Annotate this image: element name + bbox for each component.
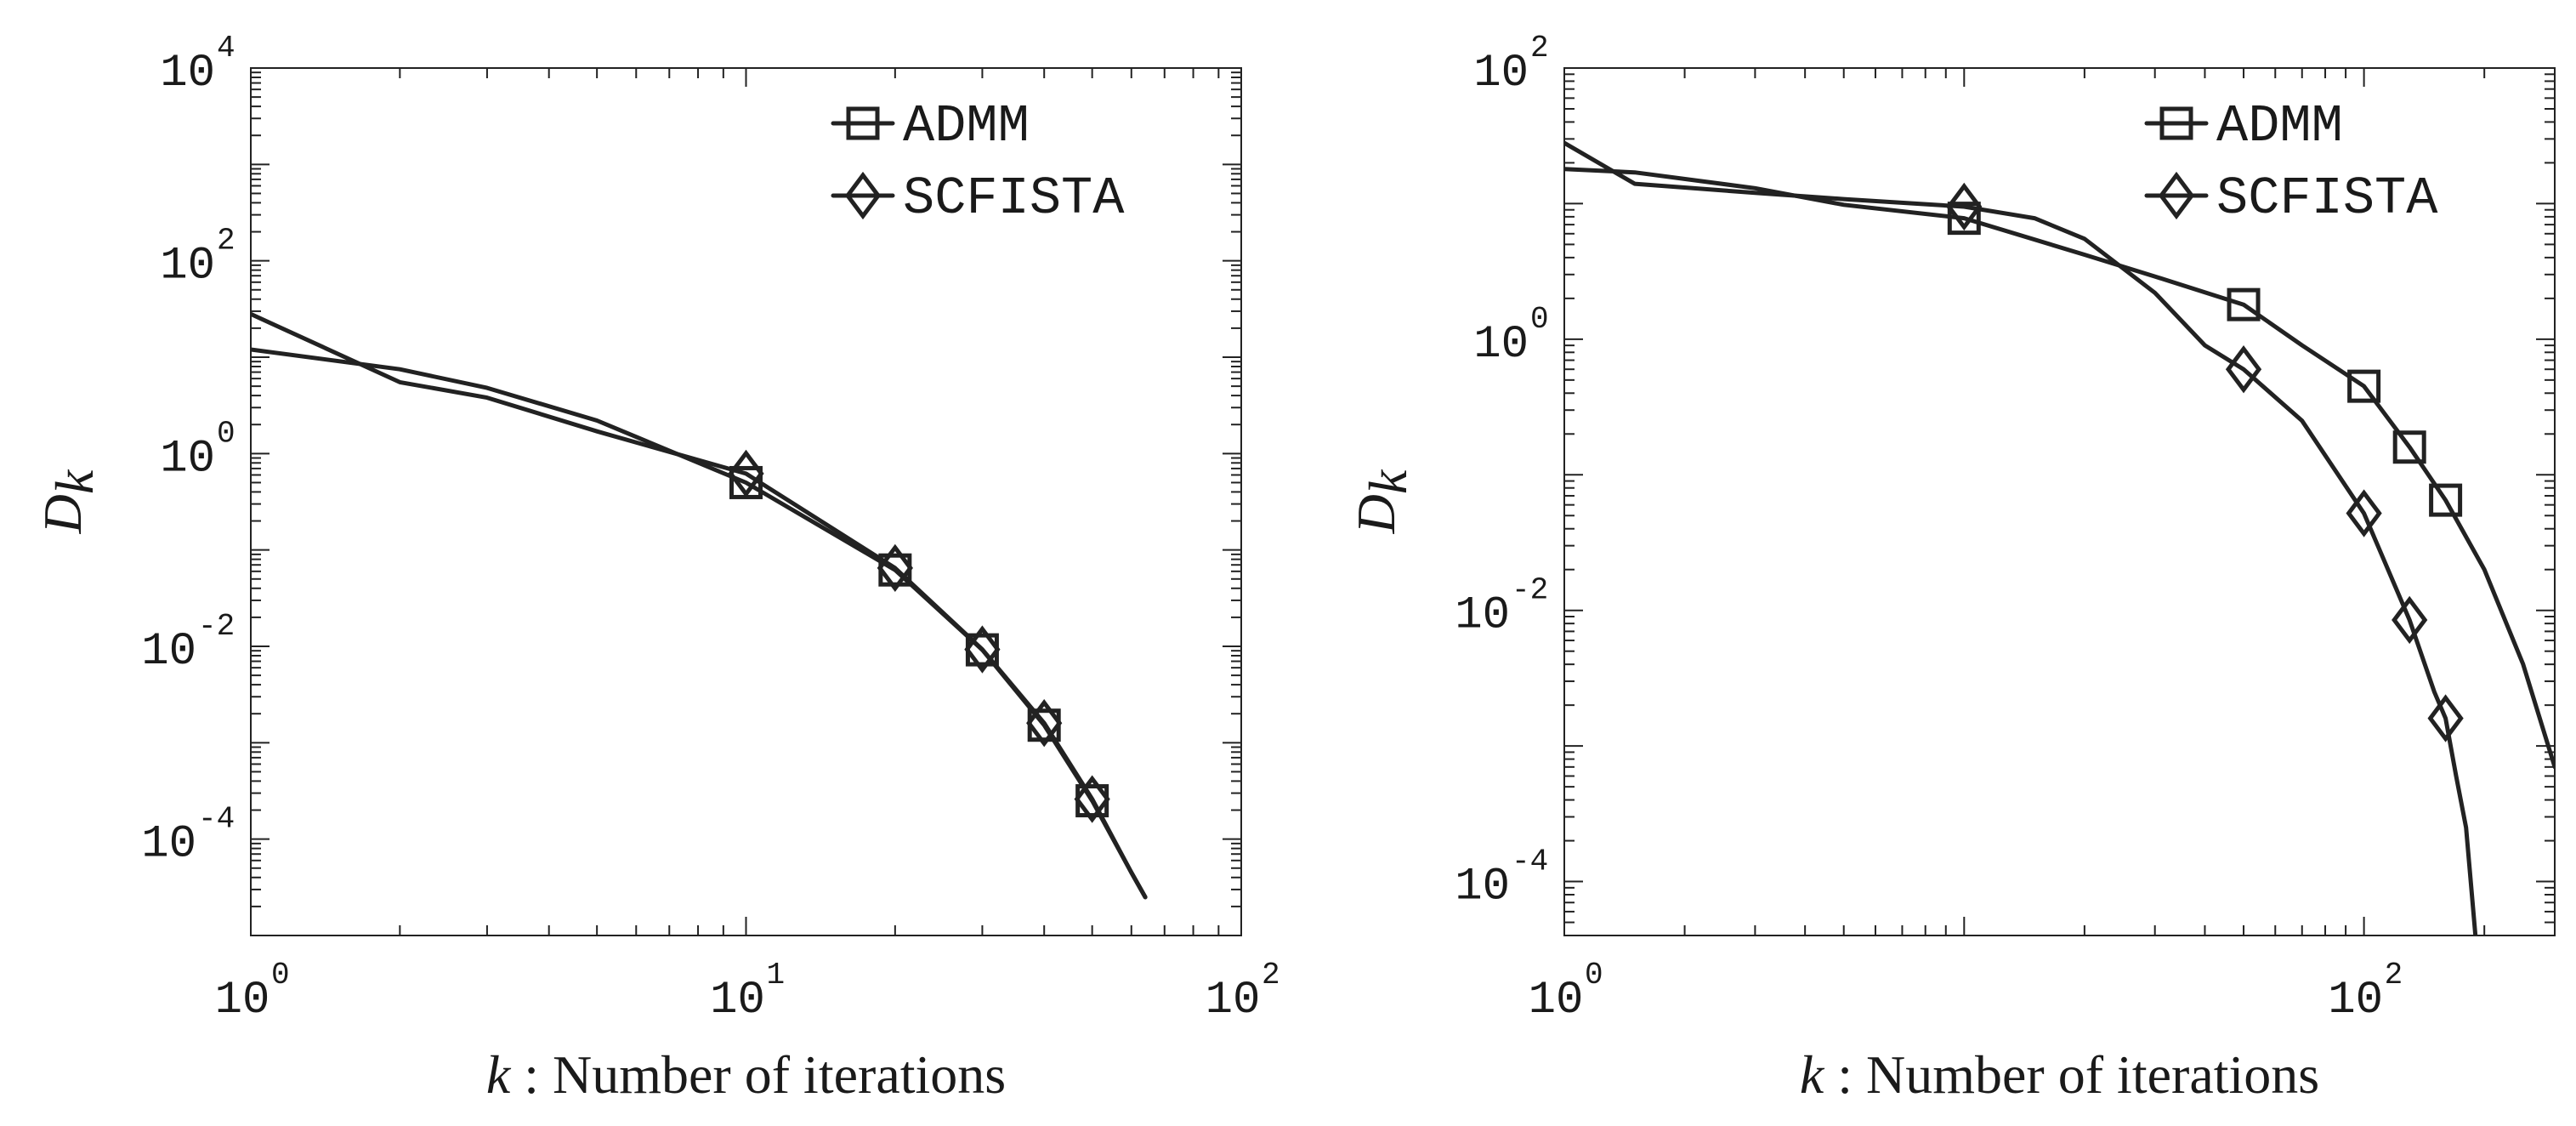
- legend-marker-scfista: [844, 171, 882, 220]
- y-tick-label-exponent: 0: [217, 416, 235, 451]
- data-point-scfista: [2392, 595, 2428, 645]
- series-admm: [251, 347, 1148, 900]
- data-point-admm: [2392, 430, 2426, 464]
- series-admm: [1564, 167, 2555, 770]
- data-point-admm: [2347, 369, 2381, 403]
- x-tick-label: 10: [215, 975, 270, 1026]
- data-point-scfista: [1026, 699, 1063, 748]
- legend-marker-admm: [846, 106, 880, 140]
- data-point-admm: [2227, 287, 2261, 321]
- y-axis-label: Dk: [1346, 469, 1418, 534]
- y-tick-label-exponent: 2: [217, 224, 235, 259]
- data-point-scfista: [2346, 489, 2382, 537]
- x-axis-label-text: : Number of iterations: [510, 1044, 1006, 1105]
- x-tick-label-exponent: 1: [767, 958, 786, 992]
- y-tick-label-exponent: 2: [1530, 31, 1549, 65]
- chart-panel-left: 10 0 10 1 10 210 -410 -210 010 210 4k : Number of …: [32, 31, 1280, 1105]
- x-tick-label: 10: [710, 975, 765, 1026]
- legend-label-scfista: SCFISTA: [903, 168, 1125, 229]
- y-tick-label-exponent: 0: [1530, 302, 1549, 337]
- y-tick-label: 10: [1455, 862, 1510, 913]
- legend-marker-admm: [2159, 106, 2193, 140]
- series-line-scfista: [1564, 140, 2478, 935]
- series-line-admm: [1564, 167, 2555, 770]
- y-axis-label-subscript: k: [44, 469, 105, 494]
- y-axis-label-subscript: k: [1358, 469, 1418, 494]
- x-axis-label-text: : Number of iterations: [1824, 1044, 2319, 1105]
- data-point-scfista: [1074, 775, 1110, 823]
- legend-label-admm: ADMM: [903, 96, 1030, 156]
- plot-frame: [1563, 67, 2556, 936]
- series-scfista: [1564, 140, 2478, 935]
- x-tick-label-exponent: 0: [1585, 958, 1603, 992]
- x-axis-label-symbol: k: [1800, 1044, 1825, 1105]
- legend: ADMM SCFISTA: [2144, 96, 2438, 229]
- y-tick-label: 10: [1455, 590, 1510, 642]
- data-point-scfista: [728, 449, 764, 498]
- series-line-admm: [251, 347, 1148, 900]
- y-tick-label-exponent: 4: [217, 31, 235, 65]
- y-tick-label-exponent: -2: [1512, 573, 1548, 608]
- y-tick-label-exponent: -4: [198, 802, 235, 837]
- x-tick-label: 10: [1529, 975, 1584, 1026]
- x-tick-label: 10: [1206, 975, 1261, 1026]
- x-axis-label: k : Number of iterations: [1800, 1044, 2319, 1105]
- y-tick-label: 10: [160, 241, 215, 293]
- data-point-admm: [1947, 202, 1981, 236]
- data-point-scfista: [964, 625, 1001, 674]
- y-tick-label: 10: [160, 48, 215, 100]
- x-tick-label: 10: [2328, 975, 2383, 1026]
- x-tick-label-exponent: 2: [1262, 958, 1280, 992]
- data-point-admm: [2429, 483, 2463, 517]
- series-line-scfista: [251, 311, 1148, 900]
- data-point-scfista: [1946, 182, 1983, 231]
- data-point-scfista: [2427, 694, 2464, 742]
- y-axis-label-symbol: D: [1346, 494, 1406, 534]
- y-tick-label-exponent: -4: [1512, 844, 1548, 879]
- data-point-scfista: [877, 543, 913, 593]
- y-axis-label-symbol: D: [32, 494, 93, 534]
- y-tick-label: 10: [160, 433, 215, 485]
- y-tick-label: 10: [1473, 48, 1529, 100]
- legend-label-admm: ADMM: [2216, 96, 2343, 156]
- y-tick-label: 10: [141, 626, 196, 678]
- x-tick-label-exponent: 0: [271, 958, 290, 992]
- y-axis-label: Dk: [32, 469, 105, 534]
- y-tick-label-exponent: -2: [198, 609, 235, 644]
- x-axis-label-symbol: k: [486, 1044, 512, 1105]
- y-tick-label: 10: [1473, 319, 1529, 371]
- legend-marker-scfista: [2158, 171, 2195, 220]
- legend: ADMM SCFISTA: [831, 96, 1125, 229]
- y-tick-label: 10: [141, 819, 196, 871]
- chart-panel-right: 10 0 10 210 -410 -210 010 2k : Number of iterat…: [1346, 31, 2556, 1105]
- x-tick-label-exponent: 2: [2385, 958, 2403, 992]
- data-point-scfista: [2225, 345, 2262, 394]
- series-scfista: [251, 311, 1148, 900]
- legend-label-scfista: SCFISTA: [2216, 168, 2438, 229]
- x-axis-label: k : Number of iterations: [486, 1044, 1006, 1105]
